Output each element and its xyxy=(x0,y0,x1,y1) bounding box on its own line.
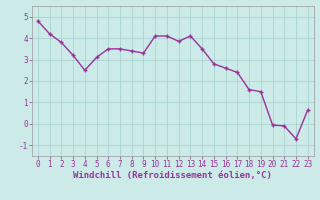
X-axis label: Windchill (Refroidissement éolien,°C): Windchill (Refroidissement éolien,°C) xyxy=(73,171,272,180)
